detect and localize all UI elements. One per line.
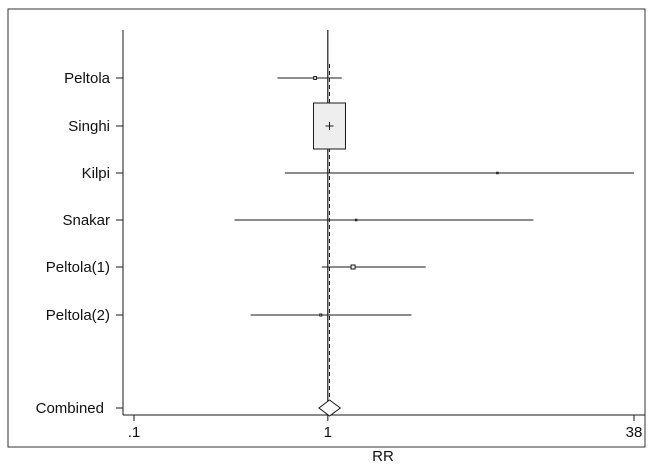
combined-label: Combined: [36, 400, 104, 417]
study-weight-box: [319, 313, 323, 317]
x-tick-label: 38: [626, 424, 643, 441]
marks: [234, 76, 634, 417]
x-tick-label: 1: [324, 424, 332, 441]
x-axis-label: RR: [372, 448, 394, 465]
combined-diamond: [318, 399, 342, 417]
axes: .1 1 38 RR: [116, 30, 645, 465]
study-weight-box: [313, 76, 318, 80]
study-label: Kilpi: [82, 165, 110, 182]
study-weight-box: [354, 218, 358, 222]
study-label: Singhi: [68, 118, 110, 135]
study-weight-box: [496, 171, 499, 175]
labels: Peltola Singhi Kilpi Snakar Peltola(1) Peltol…: [36, 70, 111, 417]
study-label: Peltola: [64, 70, 111, 87]
study-label: Peltola(2): [46, 307, 110, 324]
study-label: Peltola(1): [46, 259, 110, 276]
x-tick-label: .1: [128, 424, 141, 441]
plot-frame: [7, 8, 646, 448]
study-weight-box: [350, 264, 356, 270]
study-label: Snakar: [62, 212, 110, 229]
